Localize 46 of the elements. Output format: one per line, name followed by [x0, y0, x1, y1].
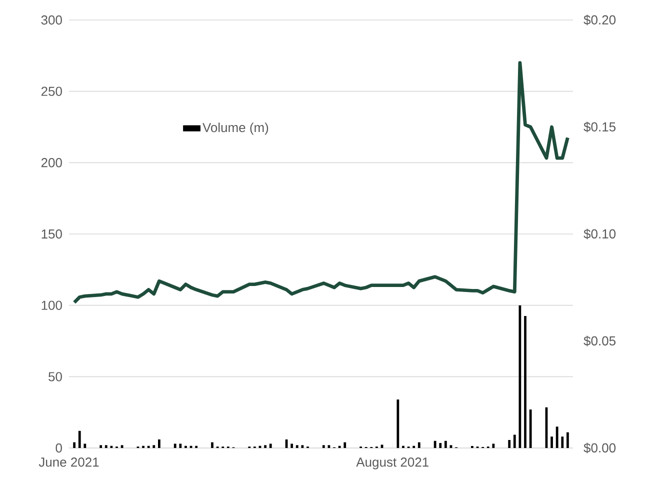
y-tick-label: 250	[41, 86, 62, 96]
legend-label: Volume (m)	[202, 122, 268, 135]
bar	[556, 426, 558, 448]
bar	[418, 442, 420, 448]
bar	[290, 444, 294, 448]
bar	[380, 444, 384, 448]
bar	[344, 442, 346, 448]
bar	[513, 434, 516, 448]
bar	[439, 443, 442, 448]
y2-tick-label: $0.10	[584, 228, 616, 240]
bar	[434, 440, 436, 448]
x-tick-label: June 2021	[38, 458, 99, 467]
bar	[301, 445, 304, 448]
y-tick-label: 150	[42, 229, 62, 239]
bar	[179, 444, 182, 448]
y2-tick-label: $0.20	[584, 14, 616, 26]
y2-tick-label: $0.00	[584, 442, 616, 454]
y-tick-label: 300	[41, 15, 62, 25]
bar	[566, 432, 569, 448]
y2-tick-label: $0.15	[584, 122, 616, 132]
bar	[174, 444, 176, 448]
bar	[396, 399, 400, 448]
bar	[100, 445, 102, 448]
y-tick-label: 50	[48, 372, 62, 382]
bar	[561, 436, 564, 448]
bar	[73, 442, 76, 448]
bar	[322, 445, 325, 448]
bar	[508, 440, 511, 448]
bar	[78, 430, 81, 448]
y2-tick-label: $0.05	[584, 336, 616, 346]
bar	[158, 439, 160, 448]
y-tick-label: 200	[41, 158, 62, 168]
bar	[84, 444, 86, 448]
bar	[104, 445, 108, 448]
bar	[524, 316, 526, 448]
bar	[492, 444, 495, 448]
y-tick-label: 0	[56, 443, 62, 453]
bar	[211, 442, 214, 448]
y-tick-label: 100	[42, 300, 62, 310]
bar	[296, 445, 298, 448]
bar	[269, 444, 272, 448]
x-tick-label: August 2021	[356, 458, 428, 470]
bar	[444, 440, 447, 448]
bar	[152, 445, 156, 448]
bar	[550, 436, 553, 448]
bar	[264, 445, 266, 448]
